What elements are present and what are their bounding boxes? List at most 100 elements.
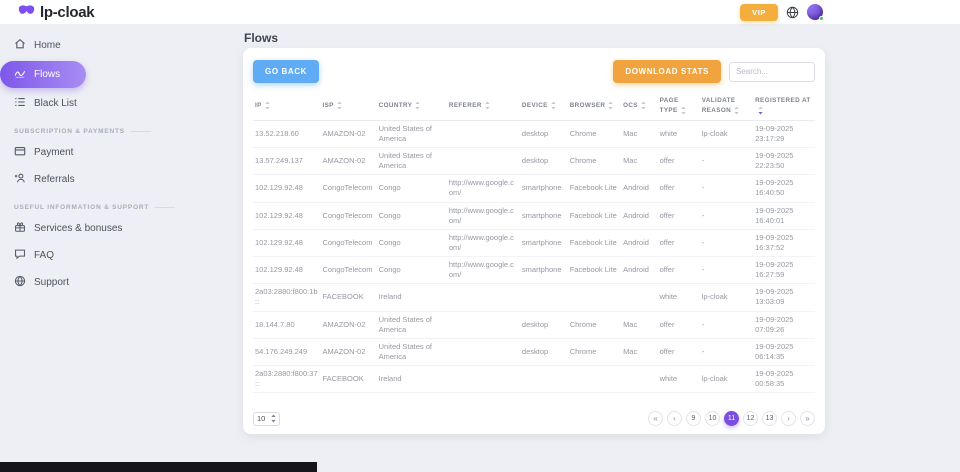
cell-country: United States of America xyxy=(376,120,447,149)
support-globe-icon xyxy=(14,275,26,290)
column-label: ISP xyxy=(322,102,334,110)
cell-country: Congo xyxy=(376,202,447,230)
column-header-referer[interactable]: REFERER xyxy=(446,93,520,121)
bottom-black-bar xyxy=(0,462,317,472)
cell-browser: Facebook Lite xyxy=(567,229,622,258)
column-header-ocs[interactable]: OCS xyxy=(621,93,658,121)
page-size-select[interactable]: 10 xyxy=(253,411,280,426)
sidebar-item-support[interactable]: Support xyxy=(0,269,215,296)
column-label: IP xyxy=(255,102,262,110)
card-footer: 10 « ‹ 9 10 11 12 13 › » xyxy=(253,403,815,426)
cell-registered-at: 19-09-2025 13:03:09 xyxy=(753,283,815,312)
cell-browser: Chrome xyxy=(567,147,622,176)
pagination-page-12[interactable]: 12 xyxy=(743,411,758,426)
sort-icon xyxy=(608,101,613,110)
cell-referer: http://www.google.com/ xyxy=(446,174,520,203)
column-header-browser[interactable]: BROWSER xyxy=(567,93,622,121)
search-input[interactable] xyxy=(729,61,815,82)
column-header-validate-reason[interactable]: VALIDATE REASON xyxy=(699,93,754,121)
sidebar-item-payment[interactable]: Payment xyxy=(0,139,215,166)
cell-ip: 102.129.92.48 xyxy=(253,256,321,285)
sidebar-item-black-list[interactable]: Black List xyxy=(0,90,215,117)
sort-icon xyxy=(415,101,420,110)
sidebar-item-label: Payment xyxy=(34,147,74,158)
cell-browser xyxy=(567,365,622,394)
cell-country: Congo xyxy=(376,174,447,203)
cell-isp: AMAZON-02 xyxy=(320,311,377,339)
sidebar-item-label: Support xyxy=(34,277,70,288)
pagination-page-9[interactable]: 9 xyxy=(686,411,701,426)
vip-button[interactable]: VIP xyxy=(740,3,778,21)
cell-device xyxy=(519,365,568,394)
pagination-first-button[interactable]: « xyxy=(648,411,663,426)
column-label: REFERER xyxy=(448,102,482,110)
cell-device: desktop xyxy=(519,338,568,367)
cell-browser: Chrome xyxy=(567,311,622,339)
cell-ocs: Android xyxy=(621,202,658,230)
home-icon xyxy=(14,38,26,53)
avatar[interactable] xyxy=(807,4,824,21)
table-row: 2a03:2880:f800:37:: FACEBOOK Ireland white l… xyxy=(253,365,815,394)
pagination-page-11[interactable]: 11 xyxy=(724,411,739,426)
column-header-ip[interactable]: IP xyxy=(253,93,321,121)
cell-isp: CongoTelecom xyxy=(320,256,377,285)
column-header-page-type[interactable]: PAGE TYPE xyxy=(657,93,700,121)
cell-ocs: Android xyxy=(621,256,658,285)
column-header-registered-at[interactable]: REGISTERED AT xyxy=(753,93,815,121)
cell-ip: 2a03:2880:f800:1b:: xyxy=(253,283,321,312)
cell-ip: 18.144.7.80 xyxy=(253,311,321,339)
go-back-button[interactable]: GO BACK xyxy=(253,60,319,83)
sort-icon xyxy=(734,106,739,115)
pagination-page-10[interactable]: 10 xyxy=(705,411,720,426)
cell-referer: http://www.google.com/ xyxy=(446,256,520,285)
sidebar-item-faq[interactable]: FAQ xyxy=(0,242,215,269)
cell-page-type: offer xyxy=(657,202,700,230)
sidebar-item-home[interactable]: Home xyxy=(0,32,215,59)
page-title: Flows xyxy=(244,31,279,45)
sidebar-item-flows[interactable]: Flows xyxy=(0,61,87,88)
column-header-isp[interactable]: ISP xyxy=(320,93,377,121)
pagination: « ‹ 9 10 11 12 13 › » xyxy=(648,411,815,426)
cell-registered-at: 19-09-2025 16:40:50 xyxy=(753,174,815,203)
cell-isp: FACEBOOK xyxy=(320,365,377,394)
pagination-last-button[interactable]: » xyxy=(800,411,815,426)
select-arrows-icon xyxy=(271,414,276,423)
column-header-country[interactable]: COUNTRY xyxy=(376,93,447,121)
table-header: IP ISP COUNTRY REFERER DEVICE BROWSER OCS PAGE … xyxy=(253,93,815,121)
cell-page-type: white xyxy=(657,120,700,149)
pagination-prev-button[interactable]: ‹ xyxy=(667,411,682,426)
cell-browser: Facebook Lite xyxy=(567,174,622,203)
cell-ocs: Mac xyxy=(621,311,658,339)
cell-ocs: Android xyxy=(621,229,658,258)
cell-validate-reason: lp-cloak xyxy=(699,120,754,149)
sidebar-item-services-bonuses[interactable]: Services & bonuses xyxy=(0,215,215,242)
cell-validate-reason: lp-cloak xyxy=(699,365,754,394)
pagination-next-button[interactable]: › xyxy=(781,411,796,426)
download-stats-button[interactable]: DOWNLOAD STATS xyxy=(613,60,721,83)
cell-referer xyxy=(446,147,520,176)
topbar: lp-cloak VIP xyxy=(0,0,960,24)
user-plus-icon xyxy=(14,172,26,187)
flows-table: IP ISP COUNTRY REFERER DEVICE BROWSER OCS PAGE … xyxy=(253,93,815,394)
language-globe-icon[interactable] xyxy=(786,6,799,19)
list-icon xyxy=(14,96,26,111)
cell-ip: 2a03:2880:f800:37:: xyxy=(253,365,321,394)
cell-registered-at: 19-09-2025 07:09:26 xyxy=(753,311,815,339)
page-size-value: 10 xyxy=(257,414,266,423)
cell-device: desktop xyxy=(519,147,568,176)
cell-registered-at: 19-09-2025 16:27:59 xyxy=(753,256,815,285)
sidebar-item-referrals[interactable]: Referrals xyxy=(0,166,215,193)
sidebar-item-label: Black List xyxy=(34,98,77,109)
cell-referer xyxy=(446,120,520,149)
cell-page-type: offer xyxy=(657,147,700,176)
cell-ip: 54.176.249.249 xyxy=(253,338,321,367)
cell-country: Ireland xyxy=(376,283,447,312)
pagination-page-13[interactable]: 13 xyxy=(762,411,777,426)
column-header-device[interactable]: DEVICE xyxy=(519,93,568,121)
sort-icon xyxy=(485,101,490,110)
cell-ocs: Mac xyxy=(621,338,658,367)
sidebar-item-label: Flows xyxy=(34,69,61,80)
section-subscription-payments: SUBSCRIPTION & PAYMENTS xyxy=(0,117,215,139)
cell-ip: 13.57.249.137 xyxy=(253,147,321,176)
cell-isp: CongoTelecom xyxy=(320,202,377,230)
